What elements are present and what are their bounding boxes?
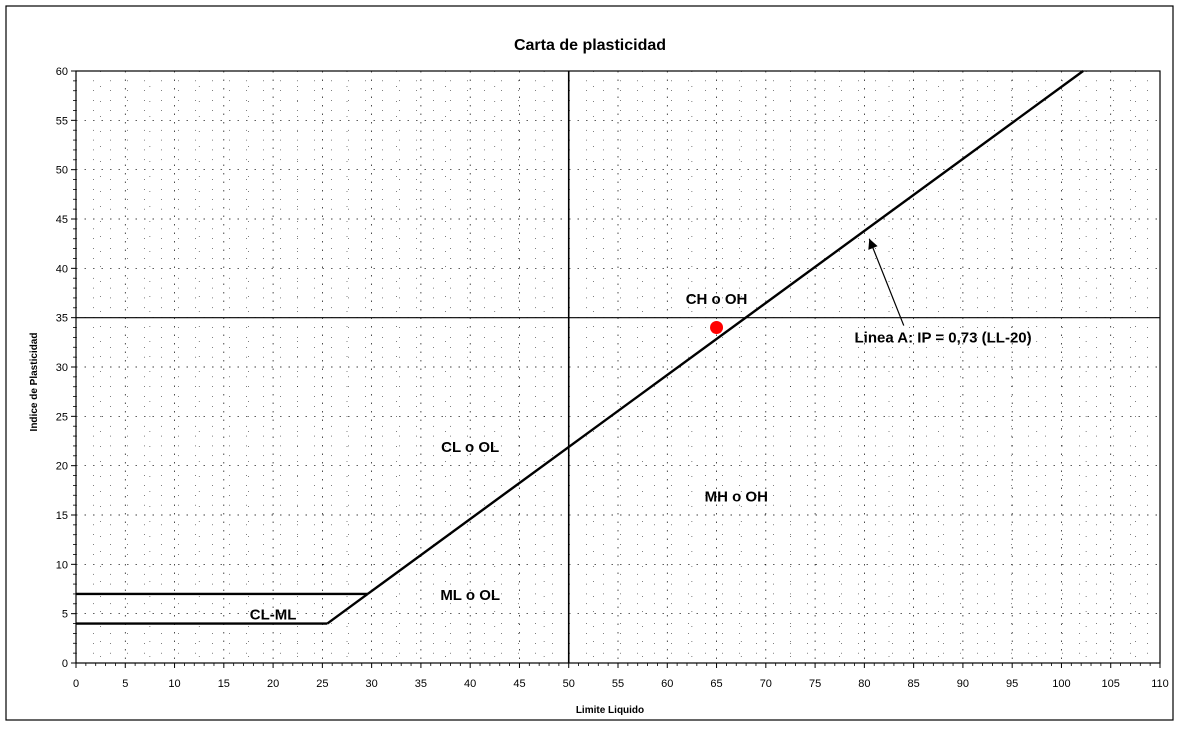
y-tick-label: 0 bbox=[62, 658, 68, 670]
y-tick-label: 25 bbox=[56, 411, 68, 423]
x-tick-label: 70 bbox=[760, 678, 772, 690]
y-tick-label: 60 bbox=[56, 66, 68, 78]
y-tick-label: 15 bbox=[56, 510, 68, 522]
y-tick-label: 45 bbox=[56, 214, 68, 226]
x-tick-label: 35 bbox=[415, 678, 427, 690]
x-tick-label: 5 bbox=[122, 678, 128, 690]
x-tick-label: 110 bbox=[1151, 678, 1169, 690]
x-tick-label: 15 bbox=[218, 678, 230, 690]
y-tick-label: 50 bbox=[56, 165, 68, 177]
x-axis-label: Limite Liquido bbox=[576, 705, 644, 716]
region-label: CL-ML bbox=[250, 607, 297, 624]
x-axis-ticks: 0 5 10 15 20 25 30 35 40 45 50 55 60 65 70 75 80 85 90 95 10… bbox=[73, 663, 1169, 690]
region-labels: Linea A: IP = 0,73 (LL-20) CH o OH CL o OL… bbox=[250, 291, 1032, 624]
x-tick-label: 95 bbox=[1006, 678, 1018, 690]
region-label: MH o OH bbox=[705, 488, 768, 505]
x-tick-label: 20 bbox=[267, 678, 279, 690]
x-tick-label: 65 bbox=[710, 678, 722, 690]
x-tick-label: 55 bbox=[612, 678, 624, 690]
x-tick-label: 105 bbox=[1102, 678, 1120, 690]
y-tick-label: 55 bbox=[56, 115, 68, 127]
y-tick-label: 5 bbox=[62, 609, 68, 621]
x-tick-label: 40 bbox=[464, 678, 476, 690]
annotation-arrow-head bbox=[868, 238, 878, 250]
x-tick-label: 80 bbox=[858, 678, 870, 690]
chart-marks bbox=[76, 70, 1160, 663]
x-tick-label: 30 bbox=[366, 678, 378, 690]
chart-frame bbox=[5, 5, 1174, 721]
x-tick-label: 0 bbox=[73, 678, 79, 690]
y-tick-label: 30 bbox=[56, 362, 68, 374]
y-axis-label: Indice de Plasticidad bbox=[29, 333, 40, 432]
cl-ml-boundary-line bbox=[326, 592, 369, 625]
x-tick-label: 25 bbox=[316, 678, 328, 690]
y-tick-label: 20 bbox=[56, 461, 68, 473]
annotation-arrow-line bbox=[868, 238, 905, 326]
x-tick-label: 10 bbox=[168, 678, 180, 690]
region-label: CH o OH bbox=[686, 291, 748, 308]
region-label: CL o OL bbox=[441, 439, 499, 456]
x-tick-label: 50 bbox=[563, 678, 575, 690]
annotation-label: Linea A: IP = 0,73 (LL-20) bbox=[855, 329, 1032, 346]
region-label: ML o OL bbox=[440, 587, 500, 604]
x-tick-label: 75 bbox=[809, 678, 821, 690]
y-tick-label: 35 bbox=[56, 313, 68, 325]
x-tick-label: 100 bbox=[1052, 678, 1070, 690]
sample-point bbox=[710, 321, 724, 335]
x-tick-label: 85 bbox=[908, 678, 920, 690]
chart-title: Carta de plasticidad bbox=[514, 37, 666, 54]
x-tick-label: 60 bbox=[661, 678, 673, 690]
y-tick-label: 40 bbox=[56, 263, 68, 275]
x-tick-label: 90 bbox=[957, 678, 969, 690]
y-tick-label: 10 bbox=[56, 559, 68, 571]
x-tick-label: 45 bbox=[513, 678, 525, 690]
a-line bbox=[366, 70, 1084, 595]
y-axis-ticks: 0 5 10 15 20 25 30 35 40 45 50 55 60 bbox=[56, 66, 76, 670]
